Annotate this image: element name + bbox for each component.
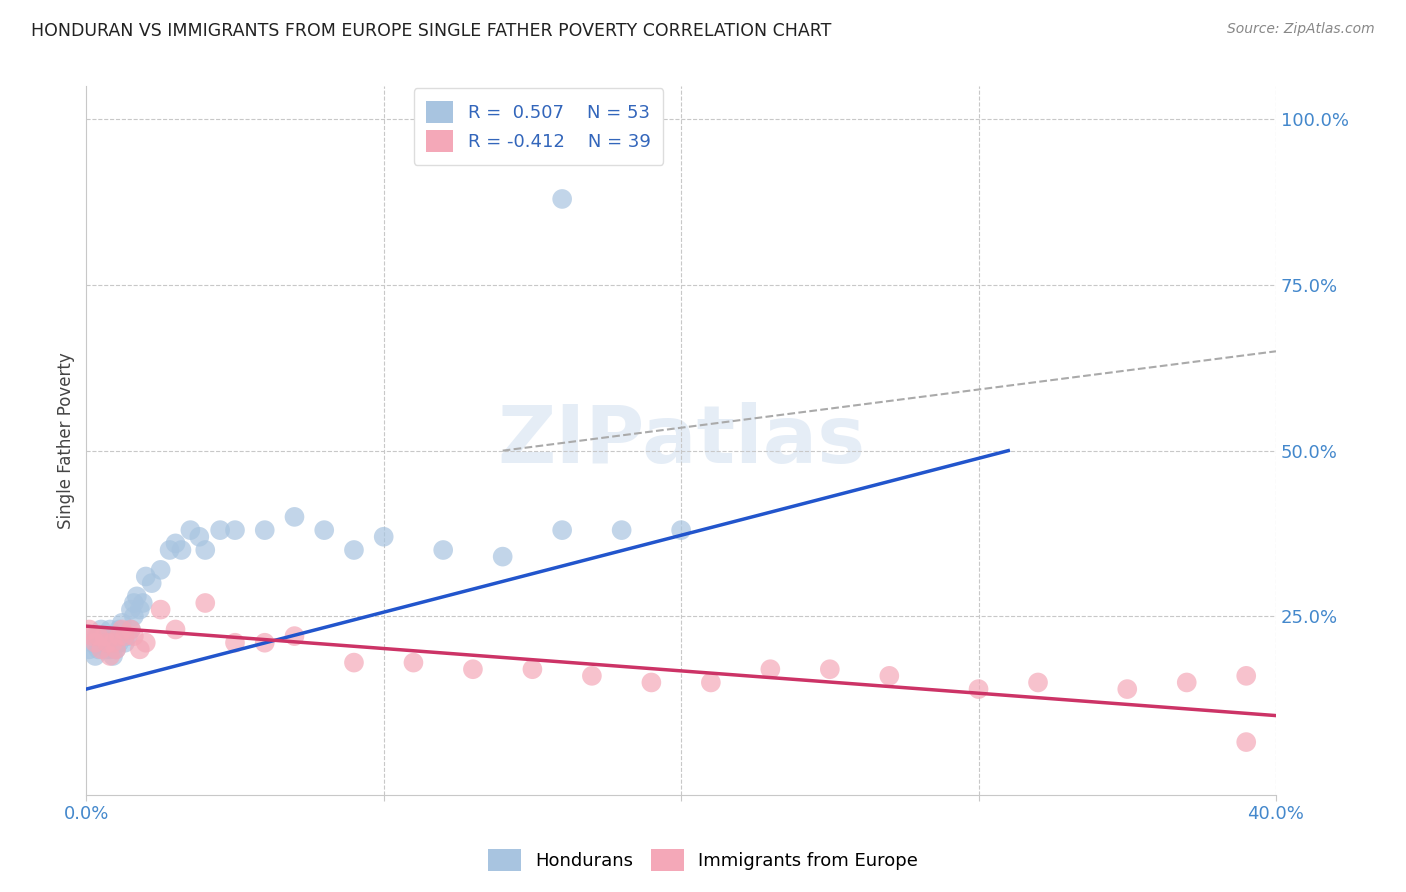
Point	[165, 623, 187, 637]
Point	[77, 642, 100, 657]
Point	[179, 523, 201, 537]
Point	[253, 523, 276, 537]
Point	[343, 656, 366, 670]
Point	[93, 636, 115, 650]
Point	[82, 636, 104, 650]
Point	[253, 636, 276, 650]
Point	[1234, 669, 1257, 683]
Point	[141, 576, 163, 591]
Point	[700, 675, 723, 690]
Point	[105, 642, 128, 657]
Point	[879, 669, 901, 683]
Legend: Hondurans, Immigrants from Europe: Hondurans, Immigrants from Europe	[481, 842, 925, 879]
Point	[967, 682, 990, 697]
Point	[1116, 682, 1139, 697]
Point	[209, 523, 232, 537]
Point	[818, 662, 841, 676]
Point	[93, 629, 115, 643]
Point	[93, 629, 115, 643]
Point	[640, 675, 662, 690]
Point	[128, 602, 150, 616]
Point	[402, 656, 425, 670]
Point	[1026, 675, 1049, 690]
Point	[96, 642, 118, 657]
Point	[343, 543, 366, 558]
Point	[101, 648, 124, 663]
Point	[114, 629, 136, 643]
Point	[105, 629, 128, 643]
Point	[492, 549, 515, 564]
Point	[1234, 735, 1257, 749]
Point	[610, 523, 633, 537]
Point	[122, 596, 145, 610]
Point	[111, 629, 134, 643]
Point	[101, 636, 124, 650]
Point	[98, 642, 121, 657]
Point	[283, 629, 305, 643]
Point	[170, 543, 193, 558]
Point	[165, 536, 187, 550]
Text: HONDURAN VS IMMIGRANTS FROM EUROPE SINGLE FATHER POVERTY CORRELATION CHART: HONDURAN VS IMMIGRANTS FROM EUROPE SINGL…	[31, 22, 831, 40]
Point	[669, 523, 692, 537]
Point	[149, 563, 172, 577]
Point	[159, 543, 181, 558]
Point	[224, 523, 246, 537]
Point	[122, 609, 145, 624]
Point	[373, 530, 395, 544]
Point	[122, 629, 145, 643]
Point	[188, 530, 211, 544]
Point	[120, 623, 142, 637]
Point	[581, 669, 603, 683]
Point	[432, 543, 454, 558]
Point	[84, 648, 107, 663]
Point	[108, 629, 131, 643]
Point	[108, 623, 131, 637]
Point	[87, 642, 110, 657]
Point	[224, 636, 246, 650]
Point	[87, 629, 110, 643]
Point	[90, 623, 112, 637]
Point	[120, 602, 142, 616]
Text: Source: ZipAtlas.com: Source: ZipAtlas.com	[1227, 22, 1375, 37]
Point	[111, 615, 134, 630]
Point	[551, 192, 574, 206]
Point	[759, 662, 782, 676]
Point	[1175, 675, 1198, 690]
Legend: R =  0.507    N = 53, R = -0.412    N = 39: R = 0.507 N = 53, R = -0.412 N = 39	[413, 88, 664, 165]
Point	[522, 662, 544, 676]
Point	[98, 623, 121, 637]
Point	[98, 648, 121, 663]
Point	[105, 642, 128, 657]
Point	[135, 569, 157, 583]
Y-axis label: Single Father Poverty: Single Father Poverty	[58, 352, 75, 529]
Point	[77, 623, 100, 637]
Point	[90, 642, 112, 657]
Point	[84, 629, 107, 643]
Point	[551, 523, 574, 537]
Point	[111, 623, 134, 637]
Point	[135, 636, 157, 650]
Point	[194, 596, 217, 610]
Point	[96, 636, 118, 650]
Point	[117, 629, 139, 643]
Point	[84, 636, 107, 650]
Point	[87, 629, 110, 643]
Point	[125, 590, 148, 604]
Point	[128, 642, 150, 657]
Point	[82, 629, 104, 643]
Point	[461, 662, 484, 676]
Point	[120, 623, 142, 637]
Point	[132, 596, 155, 610]
Text: ZIPatlas: ZIPatlas	[496, 401, 865, 480]
Point	[108, 636, 131, 650]
Point	[101, 636, 124, 650]
Point	[149, 602, 172, 616]
Point	[96, 629, 118, 643]
Point	[194, 543, 217, 558]
Point	[90, 636, 112, 650]
Point	[283, 509, 305, 524]
Point	[114, 636, 136, 650]
Point	[314, 523, 336, 537]
